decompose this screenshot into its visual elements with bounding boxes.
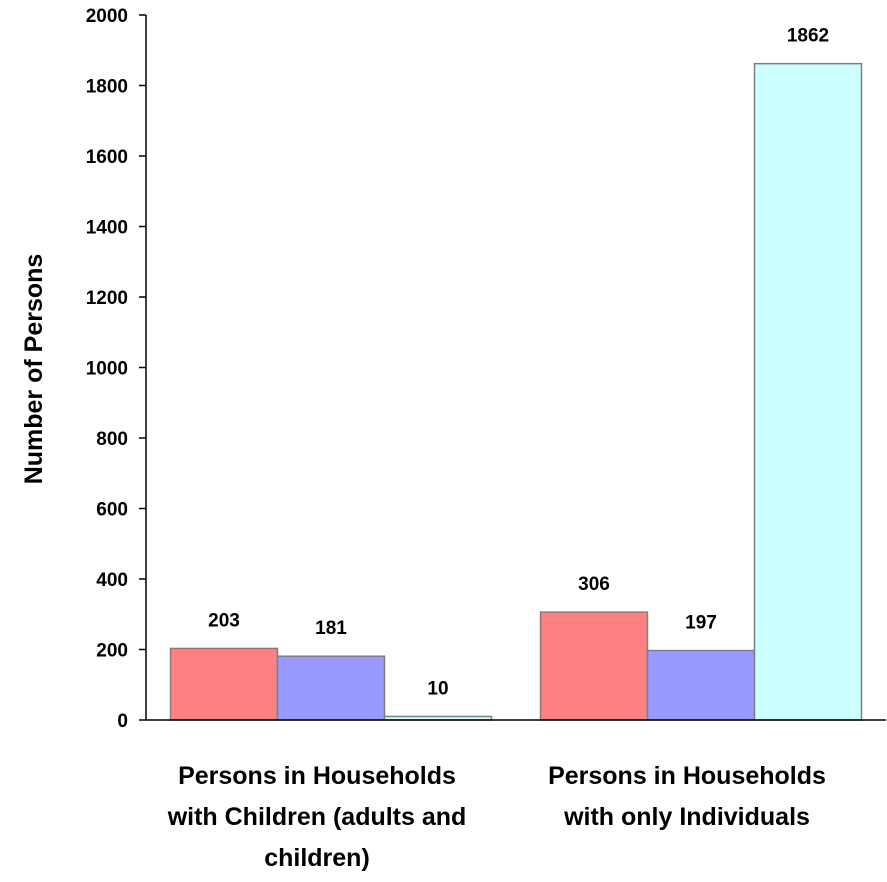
data-label: 197 [685,613,717,634]
y-tick-label: 1000 [86,359,128,380]
y-tick-label: 1200 [86,288,128,309]
category-label: Persons in Households [548,762,826,790]
y-tick-label: 2000 [86,6,128,27]
y-tick-label: 1600 [86,147,128,168]
category-label: with Children (adults and [167,803,467,831]
category-label: with only Individuals [563,803,810,831]
y-tick-label: 1400 [86,218,128,239]
bar [169,647,279,721]
y-axis: 0 200 400 600 800 1000 1200 1400 1600 1800 2000 [86,6,147,732]
data-label: 1862 [787,26,829,47]
y-tick-label: 0 [117,711,128,732]
data-label: 306 [578,574,610,595]
y-tick-label: 600 [96,500,128,521]
bar [276,655,386,721]
y-tick-label: 1800 [86,77,128,98]
category-label: children) [264,844,370,872]
category-label: Persons in Households [178,762,456,790]
data-labels: 203 181 10 306 197 1862 [208,26,829,700]
data-label: 203 [208,610,240,631]
data-label: 181 [315,618,347,639]
bar [646,649,756,721]
y-tick-label: 200 [96,641,128,662]
bar [539,611,649,721]
y-tick-label: 800 [96,429,128,450]
y-tick-label: 400 [96,570,128,591]
bar [753,62,863,721]
data-label: 10 [427,678,448,699]
category-labels: Persons in Households with Children (adul… [167,762,826,872]
bars [169,62,863,721]
y-axis-title: Number of Persons [20,254,48,485]
